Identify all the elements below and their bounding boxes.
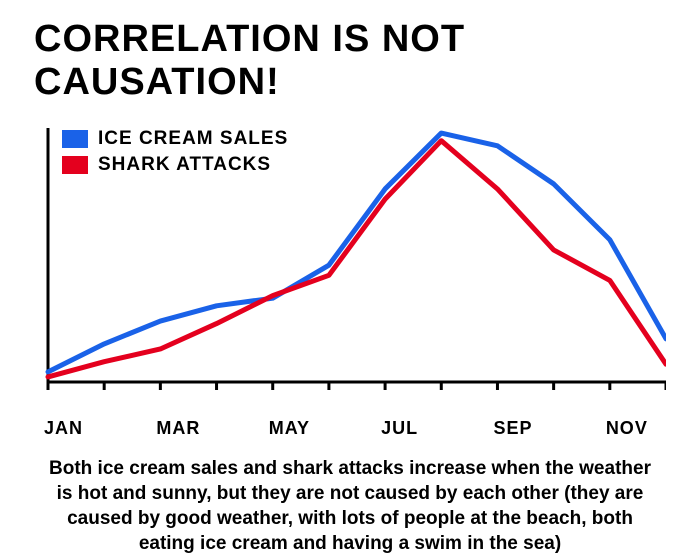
caption: Both ice cream sales and shark attacks i…: [34, 456, 666, 556]
x-label-sep: SEP: [493, 418, 532, 439]
x-label-mar: MAR: [156, 418, 200, 439]
legend-item-0: ICE CREAM SALES: [62, 128, 288, 150]
x-label-nov: NOV: [606, 418, 648, 439]
legend-item-1: SHARK ATTACKS: [62, 154, 288, 176]
legend: ICE CREAM SALES SHARK ATTACKS: [62, 128, 288, 180]
x-label-jan: JAN: [44, 418, 83, 439]
x-axis-labels: JAN MAR MAY JUL SEP NOV: [34, 418, 666, 444]
page-title: CORRELATION IS NOT CAUSATION!: [34, 18, 666, 104]
x-label-jul: JUL: [381, 418, 418, 439]
legend-swatch-1: [62, 156, 88, 174]
x-label-may: MAY: [269, 418, 310, 439]
legend-label-0: ICE CREAM SALES: [98, 128, 288, 150]
chart: ICE CREAM SALES SHARK ATTACKS JANMARMAYJ…: [34, 118, 666, 414]
legend-label-1: SHARK ATTACKS: [98, 154, 271, 176]
legend-swatch-0: [62, 130, 88, 148]
